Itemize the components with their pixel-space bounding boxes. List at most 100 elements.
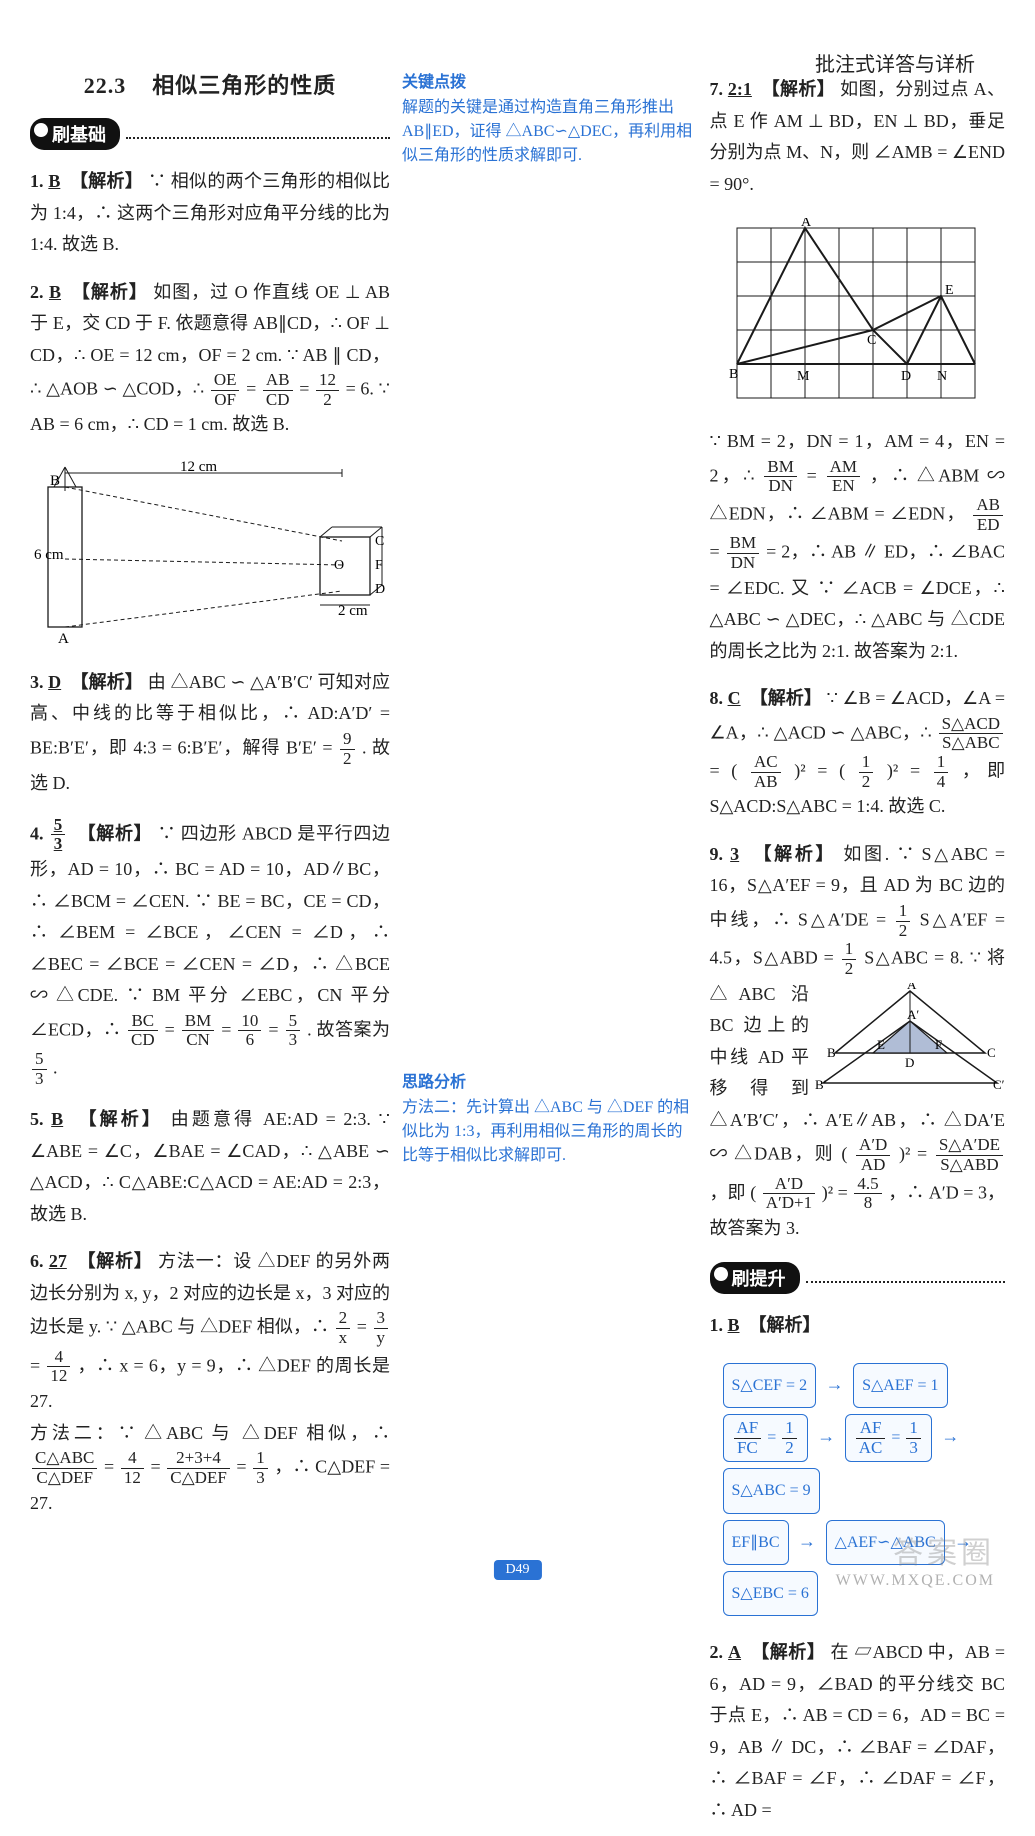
q9-ans: 3	[730, 844, 739, 864]
q7-grid-C: C	[867, 333, 876, 348]
svg-text:D: D	[905, 1055, 914, 1070]
q8: 8. C 【解析】 ∵ ∠B = ∠ACD，∠A = ∠A，∴ △ACD ∽ △…	[710, 683, 1006, 823]
q8-ans: C	[728, 688, 741, 708]
watermark-text: 答案圈	[893, 1528, 995, 1572]
q3-tag: 【解析】	[70, 672, 143, 692]
arrow-icon: →	[826, 1374, 844, 1394]
flow-b2: S△AEF = 1	[853, 1363, 947, 1408]
q7-grid-figure: A B C D E M N	[727, 218, 987, 408]
section-number: 22.3	[84, 73, 127, 98]
q4-body-b: . 故答案为	[307, 1019, 390, 1039]
q6-body-c: 方法二：∵ △ABC 与 △DEF 相似，∴	[30, 1423, 390, 1443]
adv2-body: 在 ▱ABCD 中，AB = 6，AD = 9，∠BAD 的平分线交 BC 于点…	[710, 1642, 1006, 1820]
q6-body-b: ，∴ x = 6，y = 9，∴ △DEF 的周长是 27.	[30, 1355, 390, 1411]
adv2-tag: 【解析】	[751, 1642, 825, 1662]
q6-fb4: 13	[253, 1449, 268, 1487]
q6-fa1: 2x	[336, 1309, 351, 1347]
arrow-icon: →	[941, 1426, 959, 1446]
q7-num: 7.	[710, 79, 724, 99]
flow-b1: S△CEF = 2	[723, 1363, 817, 1408]
q7-g3: ABED	[973, 496, 1003, 534]
q7-grid-B: B	[729, 367, 738, 382]
flow-b4: AFAC = 13	[845, 1414, 932, 1462]
q5: 5. B 【解析】 由题意得 AE:AD = 2:3. ∵ ∠ABE = ∠C，…	[30, 1104, 390, 1230]
q2-figure: 6 cm A B C F D O 2 cm 12 cm	[30, 459, 390, 649]
header-annotation: 批注式详答与详析	[815, 48, 975, 77]
mid-column: 关键点拨 解题的关键是通过构造直角三角形推出 AB∥ED，证得 △ABC∽△DE…	[402, 68, 698, 1836]
q7: 7. 2:1 【解析】 如图，分别过点 A、点 E 作 AM ⊥ BD，EN ⊥…	[710, 74, 1006, 200]
badge-advance: 刷提升	[710, 1262, 800, 1294]
q2-fig-O: O	[334, 558, 344, 573]
q4-f4: 53	[286, 1012, 301, 1050]
dots-divider	[126, 129, 390, 139]
q3-num: 3.	[30, 672, 44, 692]
q5-tag: 【解析】	[78, 1109, 163, 1129]
q2-eq1: =	[246, 378, 261, 398]
q2-fig-D: D	[375, 582, 385, 597]
badge-advance-row: 刷提升	[710, 1262, 1006, 1294]
q5-num: 5.	[30, 1109, 44, 1129]
q1-ans: B	[48, 171, 60, 191]
q4-f3: 106	[238, 1012, 261, 1050]
q7-g2: AMEN	[827, 458, 860, 496]
section-name: 相似三角形的性质	[152, 73, 336, 98]
q2-ans: B	[49, 282, 61, 302]
svg-text:F: F	[935, 1037, 942, 1052]
note7-title: 关键点拨	[402, 68, 698, 92]
q8-h1: S△ACDS△ABC	[939, 715, 1003, 753]
q2-fig-C: C	[375, 534, 384, 549]
q1-tag: 【解析】	[70, 171, 143, 191]
flow-b8: S△EBC = 6	[723, 1571, 818, 1616]
q2-num: 2.	[30, 282, 44, 302]
adv1-ans: B	[728, 1315, 740, 1335]
q8-h2: ACAB	[751, 753, 781, 791]
q5-ans: B	[51, 1109, 63, 1129]
q2-frac3: 122	[316, 371, 339, 409]
q7-tag: 【解析】	[762, 79, 836, 99]
q9-figure: A A′ B B′ C C′ D E F	[815, 983, 1005, 1093]
q9: 9. 3 【解析】 如图. ∵ S△ABC = 16，S△A′EF = 9，且 …	[710, 839, 1006, 1245]
q9-k4: S△A′DES△ABD	[936, 1136, 1003, 1174]
svg-text:C: C	[987, 1045, 996, 1060]
adv1: 1. B 【解析】	[710, 1310, 1006, 1342]
svg-text:C′: C′	[993, 1077, 1005, 1092]
q9-k3: A′DAD	[856, 1136, 890, 1174]
badge-basic: 刷基础	[30, 118, 120, 150]
q9-num: 9.	[710, 844, 724, 864]
adv1-tag: 【解析】	[749, 1315, 821, 1335]
q3-ans: D	[48, 672, 61, 692]
q4-ans: 53	[51, 816, 66, 854]
q7-cont: ∵ BM = 2，DN = 1，AM = 4，EN = 2，∴ BMDN = A…	[710, 426, 1006, 667]
note6-body: 方法二：先计算出 △ABC 与 △DEF 的相似比为 1:3，再利用相似三角形的…	[402, 1096, 698, 1168]
q4-f5: 53	[32, 1050, 47, 1088]
q9-k5: A′DA′D+1	[763, 1175, 815, 1213]
watermark-url: WWW.MXQE.COM	[836, 1572, 995, 1590]
badge-basic-row: 刷基础	[30, 118, 390, 150]
q6-fb2: 412	[121, 1449, 144, 1487]
q2-fig-B: B	[50, 473, 60, 489]
adv1-num: 1.	[710, 1315, 724, 1335]
note6-title: 思路分析	[402, 1068, 698, 1092]
adv2-ans: A	[728, 1642, 741, 1662]
left-column: 22.3 相似三角形的性质 刷基础 1. B 【解析】 ∵ 相似的两个三角形的相…	[30, 68, 390, 1836]
q7-grid-D: D	[901, 369, 911, 384]
q3-frac: 92	[340, 730, 355, 768]
q2-body-b: ∴ △AOB ∽ △COD，∴	[30, 378, 204, 398]
q7-grid-M: M	[797, 369, 810, 384]
q8-h3: 12	[859, 753, 874, 791]
q2-tag: 【解析】	[72, 282, 148, 302]
svg-text:B: B	[827, 1045, 836, 1060]
q6-ans: 27	[49, 1251, 67, 1271]
q7-grid-N: N	[937, 369, 947, 384]
q3: 3. D 【解析】 由 △ABC ∽ △A′B′C′ 可知对应高、中线的比等于相…	[30, 667, 390, 800]
q4-f1: BCCD	[128, 1012, 158, 1050]
q6-fa3: 412	[47, 1348, 70, 1386]
q4-num: 4.	[30, 823, 44, 843]
flow-b3: AFFC = 12	[723, 1414, 808, 1462]
section-title: 22.3 相似三角形的性质	[30, 68, 390, 100]
q7-body-a: 如图，分别过点 A、点 E 作 AM ⊥ BD，EN ⊥ BD，垂足分别为点 M…	[710, 79, 1006, 194]
q4-f2: BMCN	[182, 1012, 214, 1050]
q6-fa2: 3y	[374, 1309, 389, 1347]
q6-fb3: 2+3+4C△DEF	[167, 1449, 230, 1487]
arrow-icon: →	[817, 1426, 835, 1446]
